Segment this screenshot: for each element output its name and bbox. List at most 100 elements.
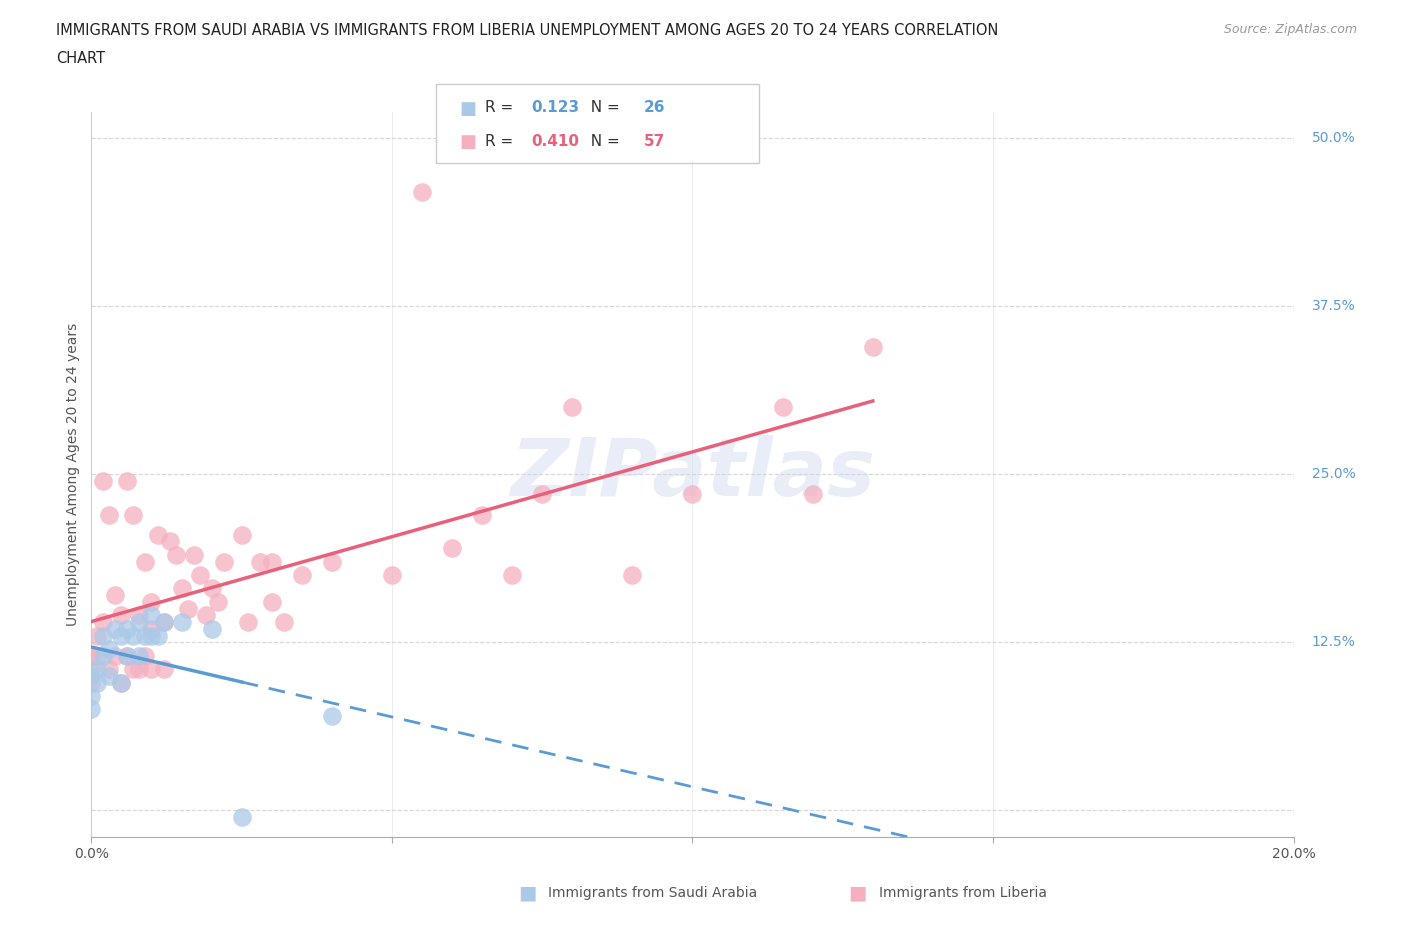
Point	[273, 615, 295, 630]
Point	[231, 809, 253, 824]
Text: ■: ■	[460, 100, 477, 117]
Point	[207, 594, 229, 609]
Point	[188, 567, 211, 582]
Point	[411, 185, 433, 200]
Point	[531, 487, 554, 502]
Point	[110, 675, 132, 690]
Point	[104, 648, 127, 663]
Point	[80, 702, 103, 717]
Point	[86, 628, 108, 643]
Text: N =: N =	[581, 134, 624, 149]
Text: Source: ZipAtlas.com: Source: ZipAtlas.com	[1223, 23, 1357, 36]
Point	[260, 554, 283, 569]
Point	[141, 661, 163, 676]
Point	[772, 400, 794, 415]
Point	[212, 554, 235, 569]
Point	[862, 339, 884, 354]
Point	[801, 487, 824, 502]
Text: 50.0%: 50.0%	[1312, 131, 1355, 145]
Point	[134, 554, 156, 569]
Point	[98, 669, 121, 684]
Point	[170, 615, 193, 630]
Point	[110, 675, 132, 690]
Point	[152, 661, 174, 676]
Point	[93, 473, 115, 488]
Point	[117, 473, 139, 488]
Point	[110, 608, 132, 623]
Text: CHART: CHART	[56, 51, 105, 66]
Text: Immigrants from Saudi Arabia: Immigrants from Saudi Arabia	[548, 885, 758, 900]
Text: R =: R =	[485, 134, 519, 149]
Text: 26: 26	[644, 100, 665, 115]
Point	[201, 581, 224, 596]
Point	[321, 709, 343, 724]
Point	[165, 548, 187, 563]
Point	[141, 608, 163, 623]
Point	[141, 621, 163, 636]
Point	[621, 567, 644, 582]
Point	[117, 648, 139, 663]
Point	[80, 669, 103, 684]
Text: ■: ■	[460, 133, 477, 151]
Point	[122, 507, 145, 522]
Point	[471, 507, 494, 522]
Text: N =: N =	[581, 100, 624, 115]
Point	[146, 527, 169, 542]
Point	[249, 554, 271, 569]
Point	[146, 628, 169, 643]
Point	[98, 507, 121, 522]
Point	[80, 648, 103, 663]
Point	[93, 628, 115, 643]
Text: 0.123: 0.123	[531, 100, 579, 115]
Point	[134, 628, 156, 643]
Point	[141, 594, 163, 609]
Point	[93, 648, 115, 663]
Point	[159, 534, 181, 549]
Point	[80, 675, 103, 690]
Text: ■: ■	[848, 884, 868, 902]
Point	[134, 648, 156, 663]
Point	[170, 581, 193, 596]
Point	[561, 400, 583, 415]
Point	[231, 527, 253, 542]
Point	[128, 648, 150, 663]
Text: ■: ■	[517, 884, 537, 902]
Text: ZIPatlas: ZIPatlas	[510, 435, 875, 513]
Text: R =: R =	[485, 100, 519, 115]
Text: 0.410: 0.410	[531, 134, 579, 149]
Point	[681, 487, 703, 502]
Point	[104, 588, 127, 603]
Point	[260, 594, 283, 609]
Text: 25.0%: 25.0%	[1312, 467, 1355, 482]
Point	[86, 675, 108, 690]
Y-axis label: Unemployment Among Ages 20 to 24 years: Unemployment Among Ages 20 to 24 years	[66, 323, 80, 626]
Point	[110, 628, 132, 643]
Point	[201, 621, 224, 636]
Point	[80, 688, 103, 703]
Point	[128, 615, 150, 630]
Point	[152, 615, 174, 630]
Point	[80, 661, 103, 676]
Point	[86, 648, 108, 663]
Point	[321, 554, 343, 569]
Point	[183, 548, 205, 563]
Point	[104, 621, 127, 636]
Point	[152, 615, 174, 630]
Point	[122, 628, 145, 643]
Point	[117, 621, 139, 636]
Point	[98, 642, 121, 657]
Text: 12.5%: 12.5%	[1312, 635, 1355, 649]
Point	[93, 615, 115, 630]
Point	[381, 567, 404, 582]
Point	[122, 661, 145, 676]
Text: 37.5%: 37.5%	[1312, 299, 1355, 313]
Point	[236, 615, 259, 630]
Point	[128, 608, 150, 623]
Point	[117, 648, 139, 663]
Point	[176, 601, 198, 616]
Text: Immigrants from Liberia: Immigrants from Liberia	[879, 885, 1046, 900]
Point	[86, 661, 108, 676]
Point	[194, 608, 217, 623]
Text: IMMIGRANTS FROM SAUDI ARABIA VS IMMIGRANTS FROM LIBERIA UNEMPLOYMENT AMONG AGES : IMMIGRANTS FROM SAUDI ARABIA VS IMMIGRAN…	[56, 23, 998, 38]
Point	[501, 567, 523, 582]
